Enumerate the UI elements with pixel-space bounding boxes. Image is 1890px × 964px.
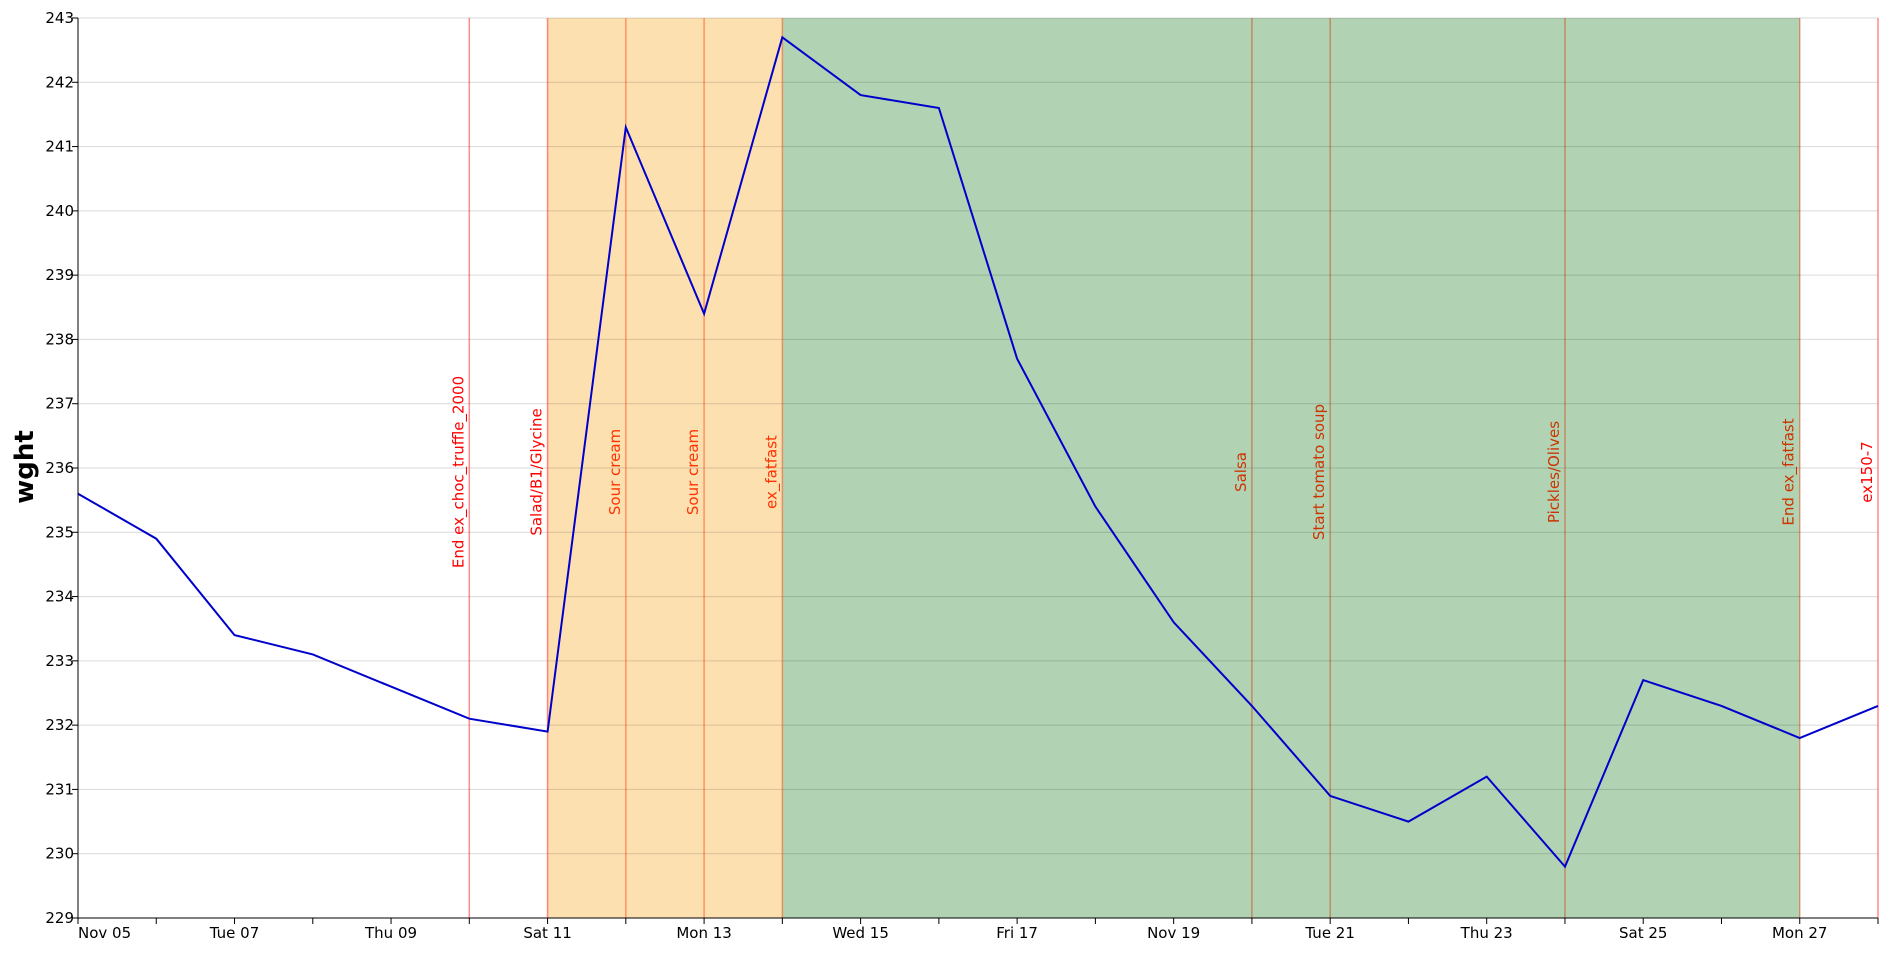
annotation-label-9: ex150-7 [1858,441,1876,502]
y-tick-label-231: 231 [45,780,74,798]
x-tick-label-6: Fri 17 [996,924,1038,942]
y-tick-label-237: 237 [45,395,74,413]
y-tick-label-243: 243 [45,9,74,27]
shaded-region-0 [547,18,783,918]
x-tick-label-8: Tue 21 [1304,924,1354,942]
shaded-region-1 [782,18,1800,918]
x-tick-label-1: Tue 07 [209,924,259,942]
y-tick-labels: 229 230 231 232 233 234 235 236 237 238 239 240 241 2… [45,9,78,927]
y-tick-label-240: 240 [45,202,74,220]
annotation-label-1: Salad/B1/Glycine [528,408,546,535]
x-tick-label-0: Nov 05 [78,924,131,942]
x-tick-label-3: Sat 11 [523,924,571,942]
series-layer [77,35,1879,869]
y-tick-label-238: 238 [45,330,74,348]
y-tick-label-233: 233 [45,652,74,670]
x-tick-label-5: Wed 15 [832,924,889,942]
annotation-label-3: Sour cream [684,429,702,515]
x-tick-label-11: Mon 27 [1772,924,1827,942]
x-tick-label-2: Thu 09 [364,924,417,942]
x-tick-label-7: Nov 19 [1147,924,1200,942]
y-axis-label: wght [10,430,40,504]
y-tick-label-241: 241 [45,138,74,156]
y-tick-label-234: 234 [45,588,74,606]
y-tick-label-242: 242 [45,73,74,91]
x-tick-label-4: Mon 13 [676,924,731,942]
x-tick-label-9: Thu 23 [1460,924,1513,942]
shaded-regions [547,18,1800,918]
annotation-label-4: ex_fatfast [762,435,781,509]
y-tick-label-239: 239 [45,266,74,284]
y-tick-label-232: 232 [45,716,74,734]
y-tick-label-229: 229 [45,909,74,927]
x-tick-labels: Nov 05 Tue 07 Thu 09 Sat 11 Mon 13 Wed 15 Fri … [77,918,1879,942]
annotation-label-7: Pickles/Olives [1545,421,1563,523]
y-tick-label-230: 230 [45,845,74,863]
y-tick-label-235: 235 [45,523,74,541]
annotation-label-5: Salsa [1232,452,1250,492]
y-tick-label-236: 236 [45,459,74,477]
x-tick-label-10: Sat 25 [1619,924,1667,942]
annotation-lines: End ex_choc_truffle_2000 Salad/B1/Glycine… [449,18,1879,918]
series-line-0 [77,35,1879,869]
grid-lines [78,17,1878,919]
annotation-label-2: Sour cream [606,429,624,515]
annotation-label-8: End ex_fatfast [1780,418,1799,525]
annotation-label-6: Start tomato soup [1310,404,1328,540]
annotation-label-0: End ex_choc_truffle_2000 [449,376,468,568]
